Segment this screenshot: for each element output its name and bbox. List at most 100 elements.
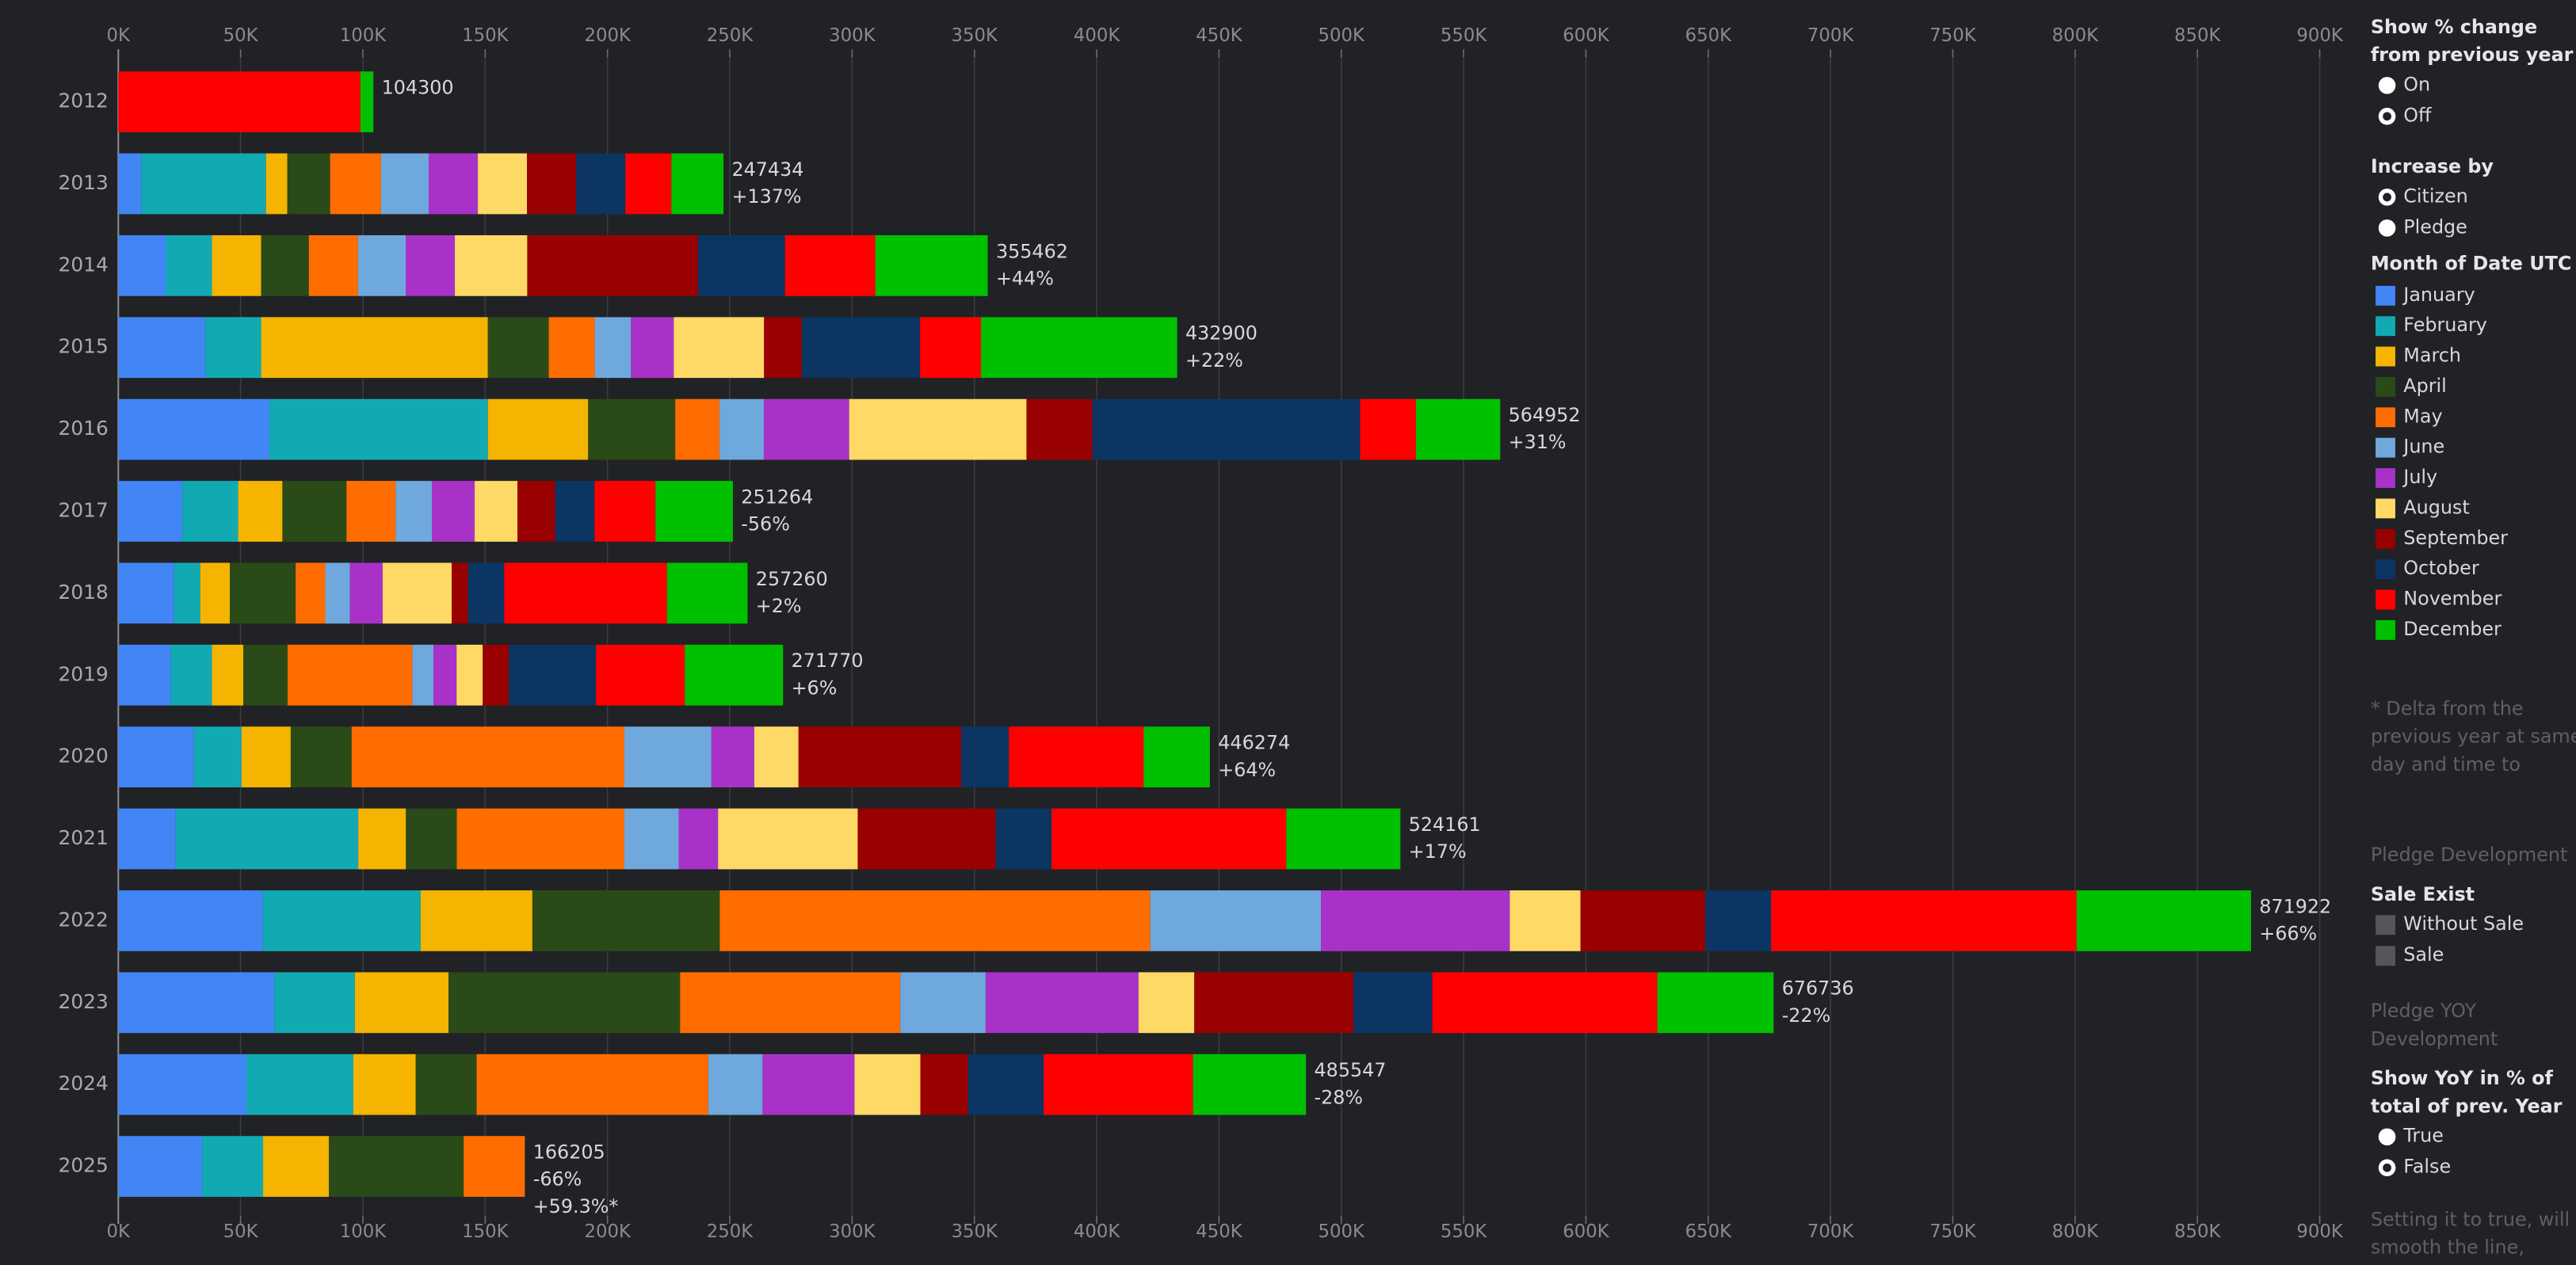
filter-title: Sale Exist [2371,883,2475,905]
radio-button[interactable] [2378,1128,2396,1146]
legend-swatch[interactable] [2376,346,2395,367]
legend-label[interactable]: March [2403,345,2461,367]
bar-segment [382,562,452,624]
option-label[interactable]: Sale [2403,943,2444,966]
y-tick-label: 2015 [59,335,109,358]
bar-segment [282,481,347,542]
radio-button[interactable] [2378,77,2396,94]
legend-label[interactable]: May [2403,405,2442,427]
bar-segment [269,398,488,460]
bar-segment [527,153,577,215]
legend-swatch[interactable] [2376,316,2395,337]
x-tick-label: 500K [1319,1221,1366,1242]
legend-swatch[interactable] [2376,559,2395,580]
legend-swatch[interactable] [2376,619,2395,640]
change-label: -22% [1782,1004,1831,1027]
note-text: Development [2371,1027,2498,1050]
bar-segment [967,1054,1044,1115]
radio-selected[interactable] [2383,112,2391,121]
bar-segment [118,972,275,1034]
legend-label[interactable]: June [2402,436,2444,458]
legend-swatch[interactable] [2376,437,2395,458]
filter-title: Show % change [2371,16,2537,38]
bar-segment [487,317,549,379]
bar-segment [475,481,518,542]
legend-title: Month of Date UTC [2371,252,2571,274]
legend-swatch[interactable] [2376,589,2395,610]
legend-swatch[interactable] [2376,468,2395,488]
bar-segment [718,808,858,870]
option-label[interactable]: False [2403,1156,2451,1178]
bar-segment [763,398,849,460]
bar-segment [118,726,194,788]
radio-button[interactable] [2378,219,2396,237]
bar-segment [230,562,296,624]
y-tick-label: 2021 [59,826,109,849]
total-label: 166205 [533,1141,605,1163]
x-tick-label: 600K [1563,25,1610,46]
option-label[interactable]: Citizen [2403,185,2467,207]
bar-segment [1705,890,1772,951]
legend-swatch[interactable] [2376,407,2395,428]
y-tick-label: 2022 [59,908,109,931]
option-label[interactable]: On [2403,73,2430,95]
option-label[interactable]: Off [2403,104,2432,126]
bar-segment [708,1054,763,1115]
bar-segment [719,890,1151,951]
legend-label[interactable]: February [2403,314,2487,336]
change-label: +64% [1218,759,1276,781]
legend-label[interactable]: December [2403,618,2502,640]
note-text: day and time to [2371,753,2521,775]
legend-label[interactable]: November [2403,588,2502,610]
note-text: * Delta from the [2371,697,2524,719]
bar-segment [527,234,698,296]
x-tick-label: 200K [584,1221,632,1242]
legend-label[interactable]: April [2403,375,2446,397]
checkbox[interactable] [2376,915,2395,935]
x-tick-label: 550K [1441,25,1488,46]
x-tick-label: 900K [2296,1221,2344,1242]
legend-label[interactable]: January [2402,284,2475,306]
bar-segment [212,234,261,296]
x-tick-label: 450K [1196,1221,1243,1242]
bar-segment [420,890,532,951]
y-tick-label: 2018 [59,581,109,604]
bar-segment [857,808,996,870]
bar-segment [287,644,413,706]
bar-segment [625,153,672,215]
total-label: 257260 [756,568,828,590]
x-tick-label: 50K [223,25,259,46]
x-tick-label: 450K [1196,25,1243,46]
legend-swatch[interactable] [2376,376,2395,397]
total-label: 432900 [1185,322,1257,345]
bar-segment [594,481,656,542]
total-label: 676736 [1782,977,1854,1000]
option-label[interactable]: Pledge [2403,215,2467,238]
bar-segment [961,726,1009,788]
x-tick-label: 650K [1685,1221,1733,1242]
change-label: +44% [996,267,1054,289]
checkbox[interactable] [2376,946,2395,966]
legend-label[interactable]: October [2403,557,2479,579]
bar-segment [711,726,754,788]
legend-swatch[interactable] [2376,285,2395,306]
bar-segment [548,317,595,379]
radio-selected[interactable] [2383,1163,2391,1172]
note-text: Pledge Development [2371,844,2568,866]
legend-swatch[interactable] [2376,498,2395,519]
bar-segment [456,808,624,870]
bar-segment [1092,398,1361,460]
y-tick-label: 2025 [59,1154,109,1177]
x-tick-label: 350K [951,25,998,46]
legend-label[interactable]: September [2403,527,2508,549]
y-tick-label: 2013 [59,171,109,194]
radio-selected[interactable] [2383,192,2391,202]
bar-segment [920,317,982,379]
option-label[interactable]: True [2402,1125,2444,1147]
legend-label[interactable]: August [2403,496,2469,518]
legend-swatch[interactable] [2376,528,2395,549]
legend-label[interactable]: July [2402,466,2437,488]
total-label: 524161 [1409,813,1481,836]
bar-segment [854,1054,921,1115]
option-label[interactable]: Without Sale [2403,913,2524,935]
